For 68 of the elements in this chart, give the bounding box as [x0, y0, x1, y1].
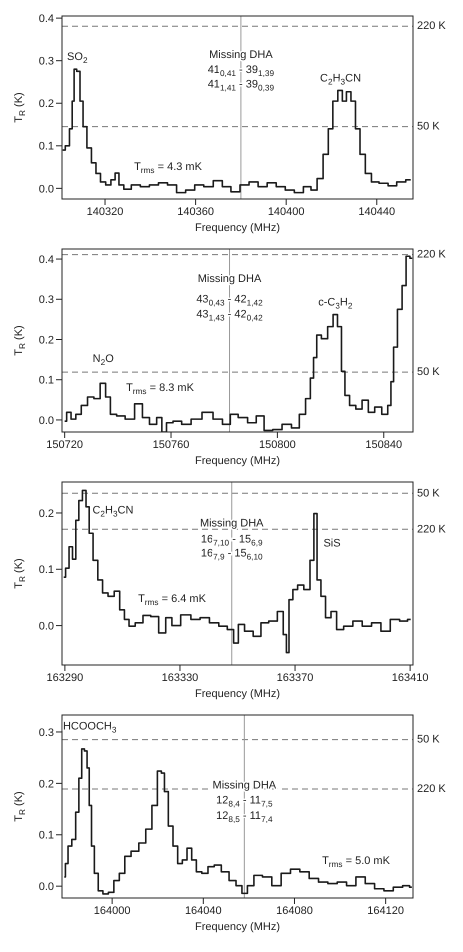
y-tick-label: 0.0: [38, 881, 54, 894]
ref-line-label: 50 K: [417, 487, 440, 500]
y-tick-label: 0.1: [38, 140, 54, 153]
x-tick-label: 140440: [358, 206, 396, 218]
ref-line-label: 220 K: [417, 20, 446, 32]
annotation: 12$_{8,4}$ - 11$_{7,5}$: [216, 794, 273, 808]
annotation: Missing DHA: [209, 49, 274, 62]
x-tick-label: 164080: [276, 904, 313, 917]
x-axis-title: Frequency (MHz): [195, 455, 280, 467]
annotation: 16$_{7,9}$ - 15$_{6,10}$: [200, 548, 264, 562]
x-tick-label: 164040: [184, 904, 222, 917]
y-tick-label: 0.1: [38, 830, 54, 842]
x-tick-label: 150760: [152, 438, 190, 451]
annotation: T$_{rms}$ = 4.3 mK: [134, 160, 203, 174]
x-tick-label: 150720: [46, 438, 84, 451]
annotation: c-C$_{3}$H$_{2}$: [318, 296, 353, 310]
y-tick-label: 0.2: [38, 98, 54, 110]
annotation: T$_{rms}$ = 6.4 mK: [138, 592, 207, 606]
y-tick-label: 0.1: [38, 374, 54, 387]
x-tick-label: 140360: [177, 206, 214, 218]
y-tick-label: 0.3: [38, 726, 54, 739]
annotation: HCOOCH$_{3}$: [62, 720, 117, 734]
ref-line-label: 50 K: [417, 366, 440, 378]
annotation: Missing DHA: [198, 272, 262, 285]
y-tick-label: 0.0: [38, 183, 54, 196]
ref-line-label: 220 K: [417, 783, 446, 796]
ref-line-label: 220 K: [417, 248, 446, 261]
annotation: 41$_{0,41}$ - 39$_{1,39}$: [208, 64, 274, 78]
y-tick-label: 0.0: [38, 414, 54, 427]
y-tick-label: 0.4: [38, 13, 54, 26]
x-axis-title: Frequency (MHz): [195, 688, 280, 700]
ref-line-label: 220 K: [417, 523, 446, 536]
annotation: T$_{rms}$ = 8.3 mK: [126, 382, 195, 396]
y-tick-label: 0.2: [38, 334, 54, 346]
y-tick-label: 0.4: [38, 254, 54, 266]
x-tick-label: 150840: [365, 438, 402, 451]
x-tick-label: 150800: [259, 438, 296, 451]
annotation: 43$_{0,43}$ - 42$_{1,42}$: [196, 293, 264, 307]
x-axis-title: Frequency (MHz): [195, 222, 280, 234]
y-tick-label: 0.1: [38, 564, 54, 576]
y-tick-label: 0.2: [38, 778, 54, 790]
annotation: SO$_{2}$: [67, 51, 88, 65]
annotation: C$_{2}$H$_{3}$CN: [92, 504, 134, 518]
annotation: 43$_{1,43}$ - 42$_{0,42}$: [196, 308, 264, 322]
annotation: C$_{2}$H$_{3}$CN: [320, 72, 362, 86]
x-tick-label: 163410: [392, 672, 428, 684]
ref-line-label: 50 K: [417, 120, 440, 133]
y-tick-label: 0.3: [38, 294, 54, 306]
x-tick-label: 163290: [46, 672, 84, 684]
x-axis-title: Frequency (MHz): [195, 921, 280, 933]
annotation: 12$_{8,5}$ - 11$_{7,4}$: [216, 810, 273, 824]
y-tick-label: 0.2: [38, 508, 54, 520]
x-tick-label: 164000: [94, 904, 130, 917]
annotation: 41$_{1,41}$ - 39$_{0,39}$: [208, 78, 274, 92]
annotation: Missing DHA: [212, 779, 277, 792]
y-tick-label: 0.0: [38, 620, 54, 632]
annotation: SiS: [323, 538, 341, 550]
ref-line-label: 50 K: [417, 734, 440, 746]
x-tick-label: 140400: [268, 206, 305, 218]
annotation: 16$_{7,10}$ - 15$_{6,9}$: [200, 533, 264, 547]
y-tick-label: 0.3: [38, 56, 54, 68]
annotation: N$_{2}$O: [92, 353, 114, 367]
annotation: T$_{rms}$ = 5.0 mK: [322, 854, 391, 868]
x-tick-label: 163370: [276, 672, 314, 684]
annotation: Missing DHA: [200, 518, 264, 530]
x-tick-label: 163330: [162, 672, 198, 684]
x-tick-label: 164120: [367, 904, 404, 917]
x-tick-label: 140320: [86, 206, 124, 218]
